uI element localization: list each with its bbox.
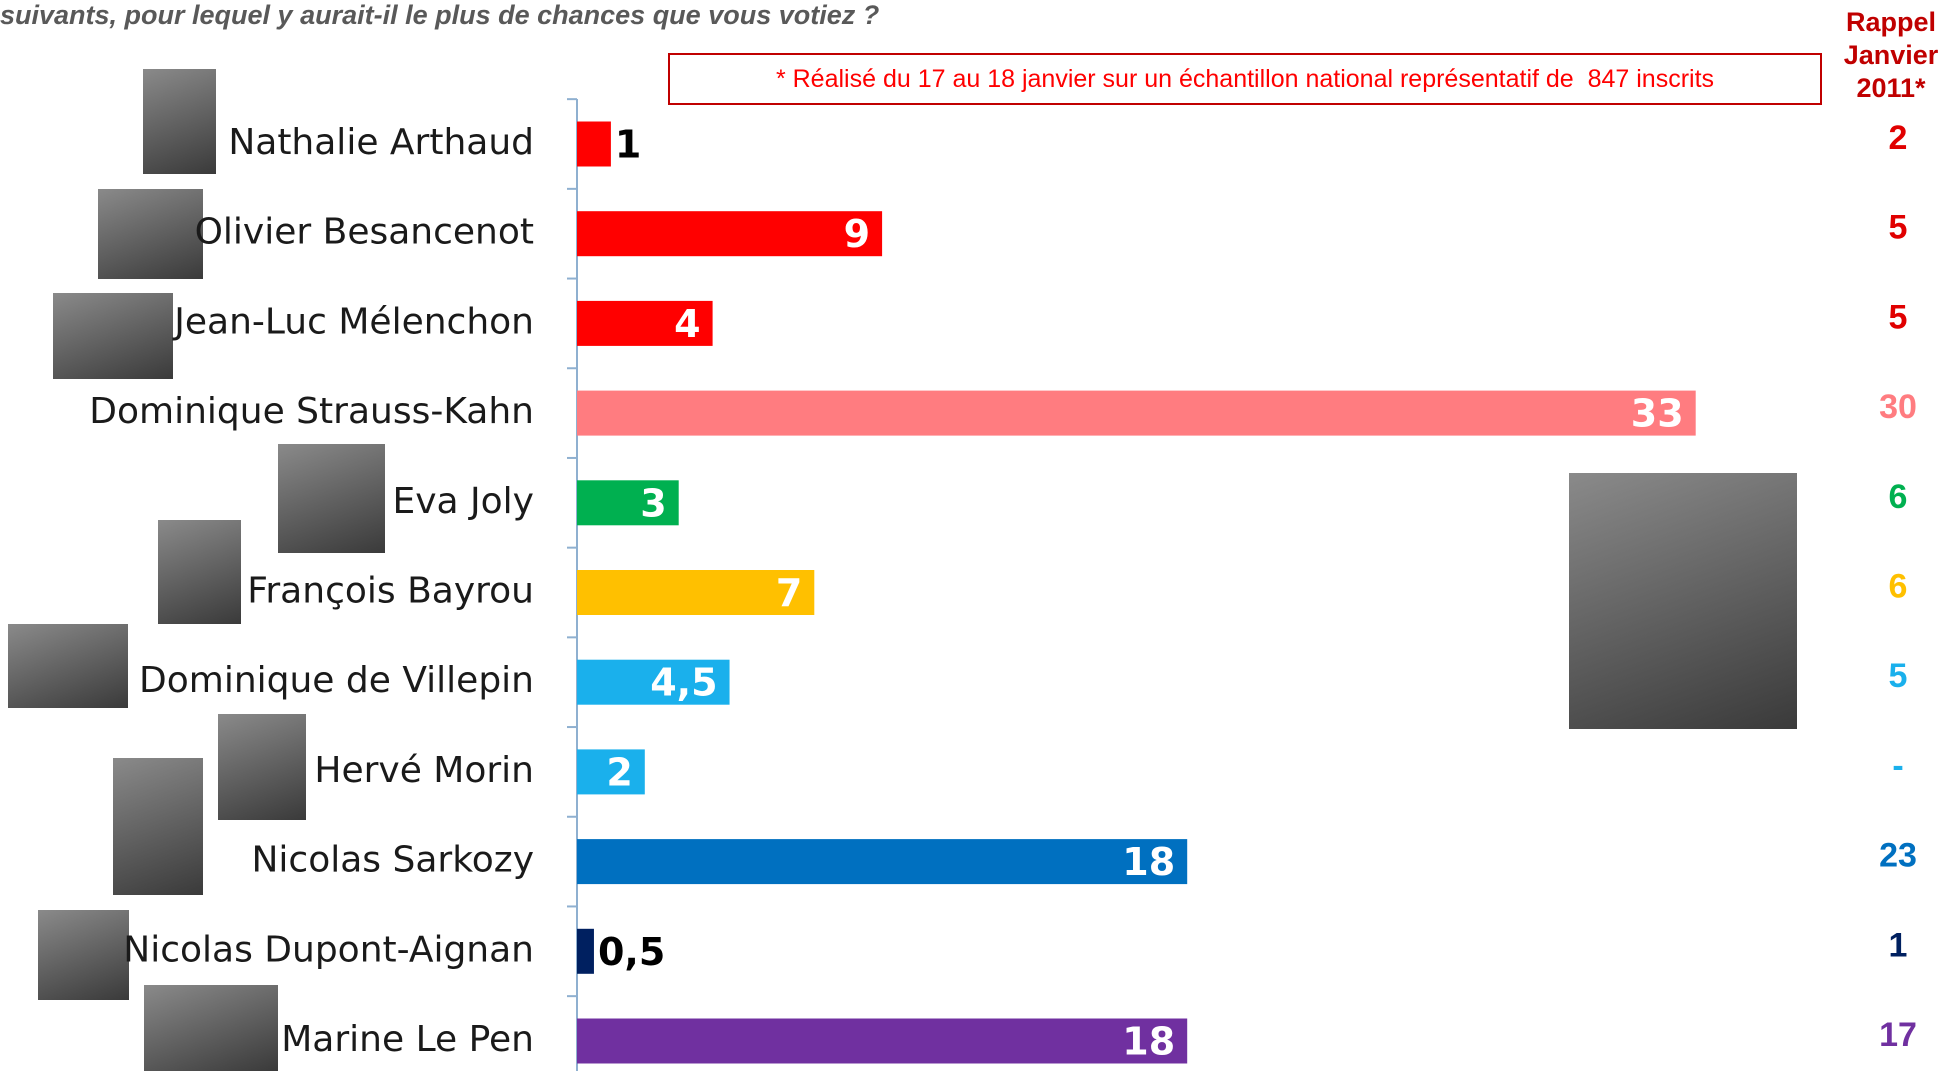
- bar: [577, 1018, 1188, 1064]
- rappel-value: 2: [1889, 119, 1908, 157]
- bar: [577, 570, 815, 615]
- photo: [98, 189, 203, 279]
- bar: [577, 839, 1188, 885]
- note: * Réalisé du 17 au 18 janvier sur un éch…: [668, 53, 1822, 105]
- value-label: 9: [844, 212, 870, 256]
- bar: [577, 480, 679, 526]
- value-label: 7: [776, 571, 802, 615]
- category-label: Olivier Besancenot: [195, 212, 534, 253]
- rappel-value: 5: [1889, 657, 1908, 695]
- value-label: 2: [606, 750, 632, 794]
- value-label: 3: [640, 481, 666, 525]
- value-label: 33: [1631, 392, 1684, 436]
- rappel-value: 5: [1889, 209, 1908, 247]
- category-label: François Bayrou: [247, 571, 534, 612]
- bar: [577, 390, 1696, 436]
- photo: [278, 444, 385, 553]
- rappel-value: 6: [1889, 478, 1908, 516]
- rappel-value: 1: [1889, 926, 1908, 964]
- photo: [53, 293, 173, 379]
- photo: [38, 910, 129, 1000]
- rappel-value: 30: [1879, 388, 1917, 426]
- bar: [577, 659, 730, 705]
- category-label: Hervé Morin: [314, 750, 534, 791]
- rappel-header: Rappel Janvier 2011*: [1843, 7, 1939, 103]
- value-label: 1: [615, 123, 641, 167]
- rappel-value: 17: [1879, 1016, 1917, 1054]
- category-label: Nathalie Arthaud: [228, 122, 534, 163]
- photo: [8, 624, 128, 708]
- photo: [113, 758, 203, 895]
- category-label: Jean-Luc Mélenchon: [172, 301, 534, 342]
- bar: [577, 121, 611, 167]
- photo: [144, 985, 278, 1071]
- category-label: Marine Le Pen: [281, 1019, 534, 1060]
- rappel-value: 23: [1879, 837, 1917, 875]
- value-label: 18: [1122, 1020, 1175, 1064]
- value-label: 18: [1122, 840, 1175, 884]
- category-label: Nicolas Sarkozy: [251, 840, 534, 881]
- photo: [158, 520, 241, 624]
- bar: [577, 749, 645, 795]
- category-label: Dominique de Villepin: [139, 660, 534, 701]
- bar: [577, 928, 594, 974]
- rappel-value: -: [1892, 747, 1903, 785]
- photo: [218, 714, 306, 820]
- rappel-value: 5: [1889, 298, 1908, 336]
- category-label: Dominique Strauss-Kahn: [89, 391, 534, 432]
- category-label: Nicolas Dupont-Aignan: [123, 929, 534, 970]
- value-label: 4: [674, 302, 700, 346]
- value-label: 4,5: [650, 661, 717, 705]
- chart-title: suivants, pour lequel y aurait-il le plu…: [0, 0, 880, 30]
- value-label: 0,5: [598, 930, 665, 974]
- photo: [1569, 473, 1797, 729]
- bar: [577, 211, 883, 257]
- category-label: Eva Joly: [392, 481, 534, 522]
- photo: [143, 69, 216, 174]
- rappel-value: 6: [1889, 567, 1908, 605]
- bar: [577, 300, 713, 346]
